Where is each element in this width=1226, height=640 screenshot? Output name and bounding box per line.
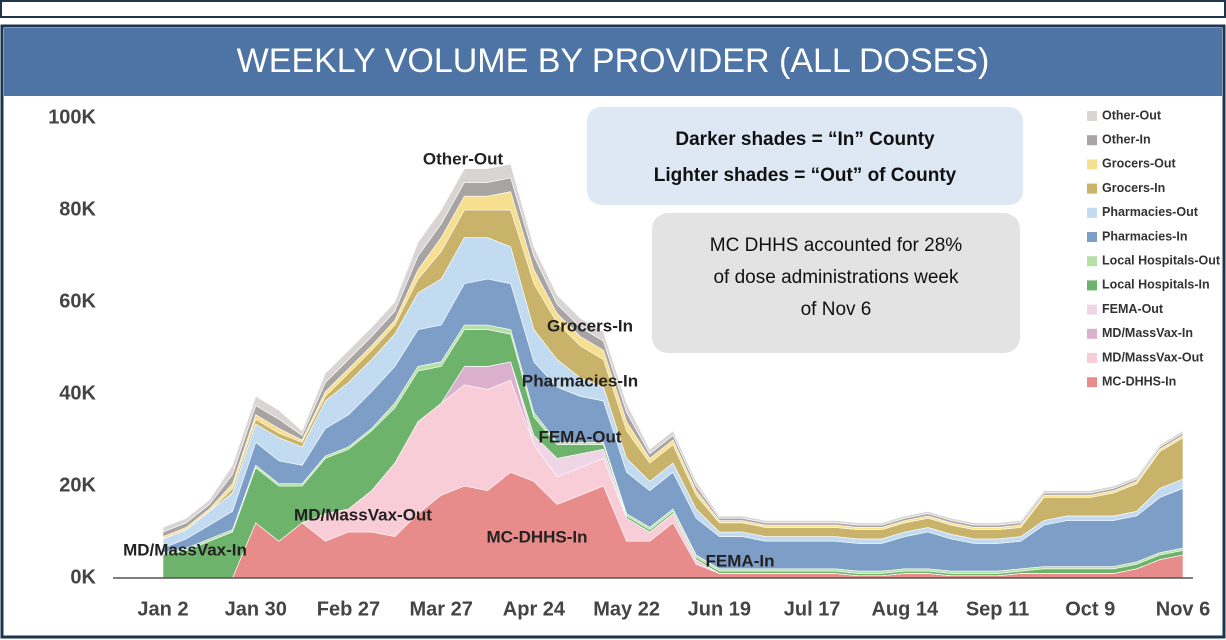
legend-label: MD/MassVax-In bbox=[1102, 326, 1193, 340]
annotation: FEMA-Out bbox=[538, 427, 621, 446]
y-tick-label: 60K bbox=[59, 290, 96, 312]
legend-label: Local Hospitals-Out bbox=[1102, 253, 1221, 267]
legend-swatch bbox=[1087, 111, 1097, 121]
legend-label: Local Hospitals-In bbox=[1102, 278, 1210, 292]
top-strip bbox=[0, 0, 1226, 18]
note-text: of Nov 6 bbox=[801, 299, 872, 320]
x-tick-label: Mar 27 bbox=[409, 598, 472, 620]
annotation: Other-Out bbox=[423, 149, 504, 168]
note-box bbox=[587, 107, 1023, 205]
x-tick-label: Aug 14 bbox=[871, 598, 939, 620]
y-tick-label: 80K bbox=[59, 198, 96, 220]
legend-label: Grocers-Out bbox=[1102, 157, 1176, 171]
legend-swatch bbox=[1087, 135, 1097, 146]
note-box bbox=[652, 213, 1020, 353]
x-tick-label: Jan 30 bbox=[225, 598, 287, 620]
legend-label: Pharmacies-Out bbox=[1102, 205, 1199, 219]
title-banner bbox=[4, 28, 1222, 96]
x-tick-label: Jul 17 bbox=[784, 598, 841, 620]
legend-swatch bbox=[1087, 232, 1097, 242]
legend-swatch bbox=[1087, 377, 1097, 388]
note-text: Darker shades = “In” County bbox=[675, 129, 935, 150]
legend-swatch bbox=[1087, 304, 1097, 315]
x-tick-label: Jun 19 bbox=[688, 598, 751, 620]
annotation: Pharmacies-In bbox=[522, 371, 638, 390]
legend-swatch bbox=[1087, 207, 1097, 218]
annotation: MC-DHHS-In bbox=[486, 527, 587, 546]
y-tick-label: 100K bbox=[48, 106, 96, 128]
legend-swatch bbox=[1087, 353, 1097, 363]
annotation: FEMA-In bbox=[706, 551, 775, 570]
y-tick-label: 20K bbox=[59, 474, 96, 496]
legend-label: MD/MassVax-Out bbox=[1102, 350, 1204, 364]
x-tick-label: Nov 6 bbox=[1156, 598, 1210, 620]
x-tick-label: Oct 9 bbox=[1065, 598, 1115, 620]
legend-swatch bbox=[1087, 256, 1097, 267]
y-tick-label: 40K bbox=[59, 382, 96, 404]
area bbox=[162, 163, 1184, 533]
legend-label: FEMA-Out bbox=[1102, 302, 1164, 316]
note-text: MC DHHS accounted for 28% bbox=[710, 235, 962, 256]
y-tick-label: 0K bbox=[70, 566, 96, 588]
note-text: Lighter shades = “Out” of County bbox=[654, 165, 957, 186]
annotation: Grocers-In bbox=[547, 316, 633, 335]
legend-swatch bbox=[1087, 328, 1097, 339]
legend-swatch bbox=[1087, 280, 1097, 291]
legend-label: Other-In bbox=[1102, 132, 1151, 146]
x-tick-label: May 22 bbox=[593, 598, 660, 620]
x-tick-label: Sep 11 bbox=[966, 598, 1029, 620]
x-tick-label: Apr 24 bbox=[503, 598, 566, 620]
x-tick-label: Jan 2 bbox=[137, 598, 188, 620]
x-tick-label: Feb 27 bbox=[317, 598, 380, 620]
note-text: of dose administrations week bbox=[713, 267, 959, 288]
legend-swatch bbox=[1087, 159, 1097, 170]
legend-label: Other-Out bbox=[1102, 108, 1162, 122]
chart-title: WEEKLY VOLUME BY PROVIDER (ALL DOSES) bbox=[237, 42, 990, 80]
annotation: MD/MassVax-Out bbox=[294, 505, 432, 524]
legend-swatch bbox=[1087, 183, 1097, 194]
legend-label: MC-DHHS-In bbox=[1102, 374, 1176, 388]
annotation: MD/MassVax-In bbox=[123, 540, 247, 559]
legend-label: Grocers-In bbox=[1102, 181, 1165, 195]
legend-label: Pharmacies-In bbox=[1102, 229, 1187, 243]
